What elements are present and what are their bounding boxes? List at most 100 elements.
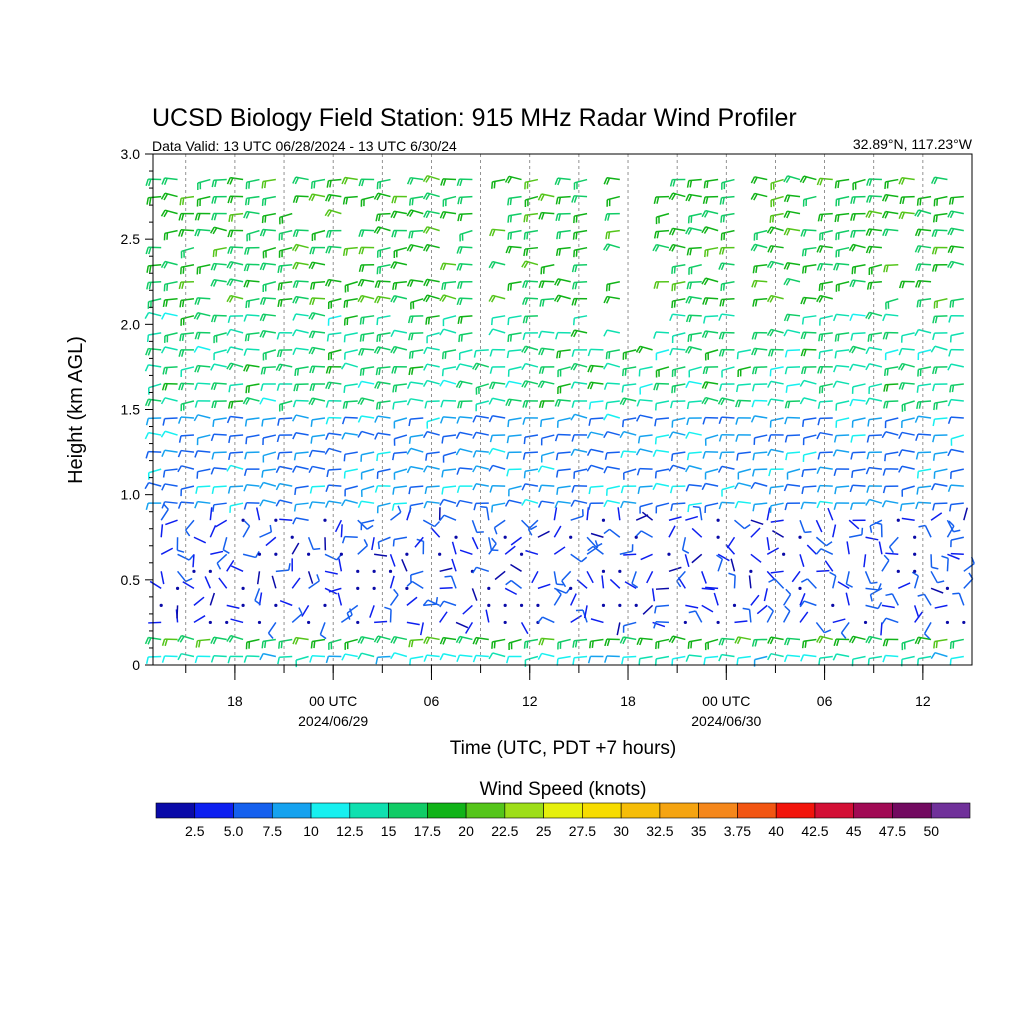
barb-staff — [880, 622, 883, 636]
barb-staff — [947, 553, 960, 560]
barb-staff — [852, 313, 866, 317]
barb-feather — [881, 431, 887, 439]
wind-barb — [555, 468, 571, 478]
wind-barb — [180, 263, 195, 275]
barb-feather — [439, 211, 444, 219]
barb-staff — [870, 587, 883, 596]
barb-feather — [652, 244, 657, 252]
barb-feather — [735, 384, 739, 393]
barb-staff — [607, 413, 621, 419]
barb-feather — [521, 363, 527, 371]
wind-barb — [540, 434, 555, 446]
wind-barb — [537, 465, 555, 473]
barb-staff — [934, 468, 948, 473]
barb-feather — [392, 282, 395, 291]
wind-barb — [901, 417, 915, 428]
barb-feather — [409, 210, 414, 218]
barb-feather — [375, 402, 379, 410]
wind-barb — [390, 652, 408, 660]
wind-barb — [177, 634, 195, 643]
barb-feather — [211, 452, 215, 460]
wind-barb — [819, 229, 833, 241]
barb-feather — [441, 470, 444, 478]
colorbar-label: 15 — [381, 823, 397, 839]
wind-barb — [901, 638, 915, 651]
wind-barb — [588, 400, 604, 410]
barb-feather — [228, 385, 231, 393]
barb-feather — [242, 397, 248, 405]
wind-barb — [376, 468, 391, 479]
wind-barb — [323, 603, 327, 607]
barb-feather — [292, 296, 297, 304]
barb-staff — [640, 530, 653, 538]
barb-feather — [179, 198, 182, 206]
barb-feather — [308, 193, 313, 201]
wind-barb — [506, 434, 522, 444]
wind-barb — [343, 332, 358, 343]
barb-staff — [963, 578, 974, 589]
wind-barb — [456, 178, 473, 187]
wind-barb — [292, 280, 309, 289]
wind-barb — [262, 349, 277, 361]
barb-feather — [311, 247, 316, 255]
barb-staff — [226, 559, 235, 572]
barb-feather — [671, 244, 676, 252]
wind-barb — [442, 195, 457, 207]
barb-staff — [541, 465, 555, 470]
barb-staff — [832, 524, 837, 538]
barb-feather — [850, 196, 854, 204]
wind-barb — [145, 178, 162, 187]
wind-barb — [670, 502, 686, 512]
barb-feather — [717, 466, 723, 473]
barb-feather — [309, 366, 313, 374]
wind-barb — [557, 366, 571, 378]
wind-barb — [719, 451, 735, 460]
wind-barb — [360, 451, 375, 462]
barb-staff — [393, 451, 407, 454]
barb-feather — [392, 636, 398, 644]
wind-barb — [456, 416, 473, 424]
wind-barb — [917, 366, 932, 377]
wind-barb — [408, 332, 424, 341]
barb-feather — [267, 632, 274, 639]
wind-barb — [947, 416, 964, 425]
wind-barb — [932, 332, 948, 341]
barb-staff — [869, 397, 883, 402]
wind-barb — [391, 502, 407, 511]
wind-barb — [732, 603, 737, 607]
colorbar-label: 25 — [536, 823, 552, 839]
barb-feather — [572, 657, 575, 665]
barb-staff — [476, 465, 489, 470]
wind-barb — [327, 349, 342, 361]
wind-barb — [750, 192, 768, 201]
barb-feather — [211, 401, 215, 409]
wind-barb — [701, 482, 719, 491]
wind-barb — [609, 578, 621, 589]
wind-barb — [800, 348, 817, 357]
calm-dot — [519, 552, 524, 556]
barb-staff — [406, 621, 420, 626]
barb-feather — [770, 349, 774, 357]
barb-feather — [898, 382, 903, 390]
wind-barb — [341, 499, 358, 507]
wind-barb — [441, 349, 457, 360]
barb-feather — [526, 641, 529, 649]
wind-barb — [340, 524, 343, 538]
barb-staff — [787, 483, 801, 487]
barb-feather — [319, 633, 327, 640]
barb-feather — [898, 348, 903, 356]
barb-staff — [721, 313, 735, 317]
wind-barb — [216, 553, 228, 570]
barb-staff — [389, 594, 399, 606]
barb-feather — [255, 550, 260, 558]
barb-feather — [439, 294, 445, 302]
barb-feather — [377, 214, 381, 222]
barb-staff — [148, 383, 162, 389]
barb-feather — [530, 525, 538, 531]
wind-barb — [726, 536, 736, 549]
wind-barb — [770, 519, 784, 523]
barb-staff — [846, 541, 850, 555]
barb-feather — [376, 636, 382, 644]
barb-feather — [883, 265, 887, 273]
wind-barb — [948, 348, 964, 357]
